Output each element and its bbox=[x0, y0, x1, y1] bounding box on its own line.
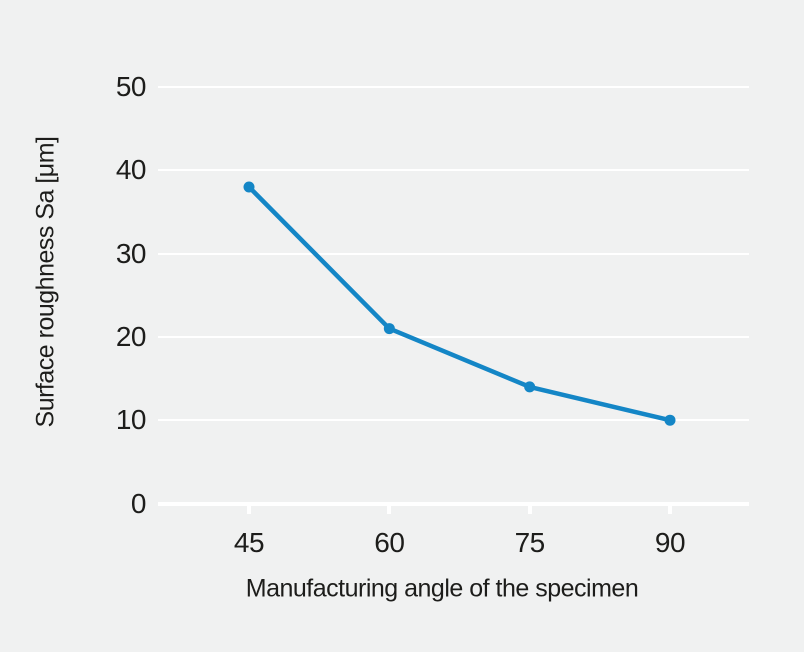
data-point bbox=[383, 323, 395, 335]
data-point bbox=[664, 414, 676, 426]
gridline bbox=[158, 169, 749, 172]
gridline bbox=[158, 252, 749, 255]
y-tick-label: 30 bbox=[115, 237, 147, 269]
gridline bbox=[158, 335, 749, 338]
gridline bbox=[158, 86, 749, 88]
x-axis-title: Manufacturing angle of the specimen bbox=[245, 574, 639, 603]
x-axis-line bbox=[158, 501, 749, 506]
x-tick-label: 45 bbox=[233, 527, 265, 558]
x-tick-mark bbox=[668, 503, 672, 514]
y-tick-label: 40 bbox=[115, 154, 147, 186]
data-line bbox=[246, 184, 673, 423]
data-point bbox=[524, 381, 536, 393]
y-tick-label: 10 bbox=[115, 404, 147, 436]
x-tick-mark bbox=[247, 503, 251, 514]
x-tick-label: 75 bbox=[514, 527, 546, 558]
y-tick-label: 50 bbox=[115, 71, 147, 102]
gridline bbox=[158, 419, 749, 422]
y-tick-label: 20 bbox=[115, 320, 147, 352]
x-tick-label: 90 bbox=[654, 527, 686, 558]
x-tick-label: 60 bbox=[374, 527, 405, 558]
data-point bbox=[243, 181, 255, 193]
y-tick-label: 0 bbox=[130, 487, 147, 519]
x-tick-mark bbox=[527, 503, 532, 514]
x-tick-mark bbox=[387, 503, 392, 514]
